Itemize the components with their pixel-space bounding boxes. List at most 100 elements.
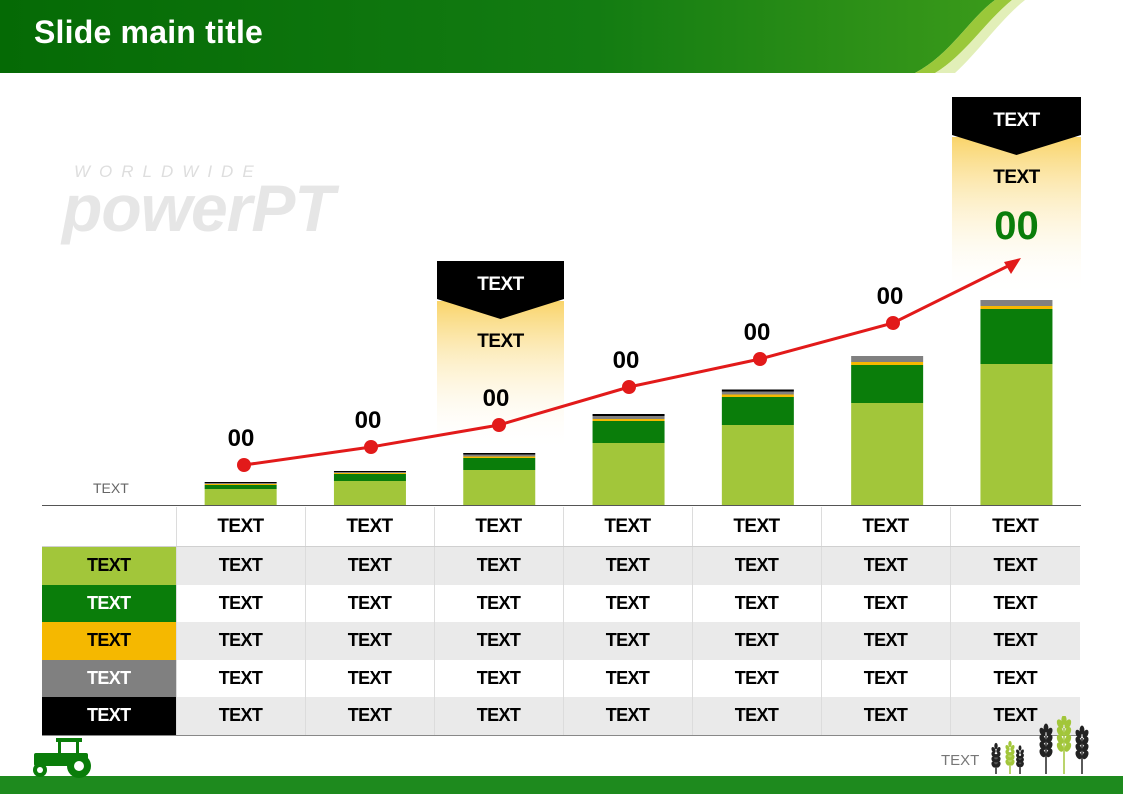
table-cell: TEXT bbox=[434, 622, 564, 660]
table-cell: TEXT bbox=[176, 622, 306, 660]
table-cell: TEXT bbox=[305, 546, 435, 585]
footer-bar bbox=[0, 776, 1123, 794]
bar-segment bbox=[980, 309, 1053, 364]
table-cell: TEXT bbox=[176, 659, 306, 697]
callout-text: TEXT bbox=[477, 331, 524, 352]
table-cell: TEXT bbox=[821, 659, 951, 697]
bar-segment bbox=[851, 403, 924, 505]
trend-value-label: 00 bbox=[483, 385, 510, 412]
trend-value-label: 00 bbox=[877, 283, 904, 310]
bar-segment bbox=[463, 456, 536, 458]
callout-tag-label: TEXT bbox=[477, 274, 524, 295]
page-title: Slide main title bbox=[34, 14, 264, 50]
bar-segment bbox=[204, 485, 277, 489]
table-cell: TEXT bbox=[950, 622, 1080, 660]
table-cell: TEXT bbox=[434, 697, 564, 736]
table-cell: TEXT bbox=[821, 584, 951, 622]
bar-segment bbox=[592, 443, 665, 505]
callout-value: 00 bbox=[994, 204, 1039, 248]
row-label: TEXT bbox=[42, 584, 177, 622]
trend-point bbox=[364, 440, 378, 454]
bar-segment bbox=[333, 481, 406, 505]
table-cell: TEXT bbox=[821, 546, 951, 585]
table-header-row: TEXT TEXT TEXT TEXT TEXT TEXT TEXT bbox=[42, 507, 1080, 547]
wheat-icon bbox=[991, 716, 1089, 774]
table-cell: TEXT bbox=[692, 546, 822, 585]
table-cell: TEXT bbox=[563, 659, 693, 697]
column-header: TEXT bbox=[563, 507, 693, 547]
callout-body bbox=[952, 137, 1081, 297]
trend-value-label: 00 bbox=[228, 425, 255, 452]
table-cell: TEXT bbox=[176, 546, 306, 585]
table-cell: TEXT bbox=[305, 697, 435, 736]
table-cell: TEXT bbox=[993, 592, 1038, 613]
column-header: TEXT bbox=[692, 507, 822, 547]
trend-point bbox=[886, 316, 900, 330]
callout-tag-label: TEXT bbox=[993, 110, 1040, 131]
table-cell: TEXT bbox=[305, 622, 435, 660]
bar-segment bbox=[333, 471, 406, 472]
bar-segment bbox=[463, 458, 536, 470]
trend-point bbox=[753, 352, 767, 366]
table-cell: TEXT bbox=[692, 584, 822, 622]
callout-tag bbox=[952, 97, 1081, 155]
table-cell: TEXT bbox=[821, 622, 951, 660]
trend-point bbox=[237, 458, 251, 472]
table-cell: TEXT bbox=[434, 584, 564, 622]
data-table: TEXT TEXT TEXT TEXT TEXT TEXT TEXT TEXT TEXT TEXT… bbox=[42, 507, 1080, 736]
bar-segment bbox=[721, 389, 794, 392]
table-cell: TEXT bbox=[821, 697, 951, 736]
column-header: TEXT bbox=[176, 507, 306, 547]
trend-value-label: 00 bbox=[355, 407, 382, 434]
bar-segment bbox=[851, 362, 924, 365]
table-cell: TEXT bbox=[692, 697, 822, 736]
bar-segment bbox=[592, 414, 665, 416]
bar-segment bbox=[333, 474, 406, 481]
slide-header: Slide main title bbox=[0, 0, 1123, 73]
table-cell: TEXT bbox=[563, 697, 693, 736]
callout-tag bbox=[437, 261, 564, 319]
footer-text: TEXT bbox=[941, 752, 980, 769]
trend-value-label: 00 bbox=[744, 319, 771, 346]
table-cell: TEXT bbox=[305, 659, 435, 697]
trend-arrowhead bbox=[1004, 258, 1021, 274]
stacked-bar-chart: TEXT TEXT TEXT TEXT 00 00 00 00 00 00 00 bbox=[42, 97, 1081, 506]
bar-segment bbox=[204, 482, 277, 483]
watermark-line2: powerPT bbox=[62, 171, 335, 245]
table-row: TEXT TEXT TEXT TEXT TEXT TEXT TEXT TEXT bbox=[42, 622, 1080, 660]
bar-segment bbox=[204, 489, 277, 505]
bar-segment bbox=[333, 472, 406, 473]
watermark-logo: WORLDWIDE powerPT bbox=[62, 160, 402, 245]
table-cell: TEXT bbox=[993, 667, 1038, 688]
table-cell: TEXT bbox=[434, 546, 564, 585]
watermark-line1: WORLDWIDE bbox=[74, 162, 263, 181]
callout-text: TEXT bbox=[993, 167, 1040, 188]
column-header: TEXT bbox=[821, 507, 951, 547]
bar-segment bbox=[980, 306, 1053, 309]
row-label: TEXT bbox=[42, 622, 177, 660]
bar-segment bbox=[721, 397, 794, 425]
bar-segment bbox=[851, 365, 924, 403]
bar-segment bbox=[980, 364, 1053, 505]
bar-segment bbox=[721, 394, 794, 397]
row-label: TEXT bbox=[42, 659, 177, 697]
bar-segment bbox=[463, 453, 536, 455]
bar-segment bbox=[463, 454, 536, 457]
bar-segment bbox=[333, 473, 406, 474]
table-corner bbox=[42, 507, 177, 547]
trend-value-label: 00 bbox=[613, 347, 640, 374]
table-cell: TEXT bbox=[950, 697, 1080, 736]
table-row: TEXT TEXT TEXT TEXT TEXT TEXT TEXT TEXT bbox=[42, 659, 1080, 697]
table-cell: TEXT bbox=[176, 697, 306, 736]
bar-segment bbox=[980, 300, 1053, 306]
column-header: TEXT bbox=[434, 507, 564, 547]
table-cell: TEXT bbox=[950, 546, 1080, 585]
header-background bbox=[0, 0, 1025, 73]
bar-segment bbox=[204, 484, 277, 485]
row-label: TEXT bbox=[42, 546, 177, 585]
bar-segment bbox=[592, 416, 665, 419]
bar-segment bbox=[463, 470, 536, 505]
bar-segment bbox=[721, 425, 794, 505]
table-cell: TEXT bbox=[305, 584, 435, 622]
column-header: TEXT bbox=[305, 507, 435, 547]
